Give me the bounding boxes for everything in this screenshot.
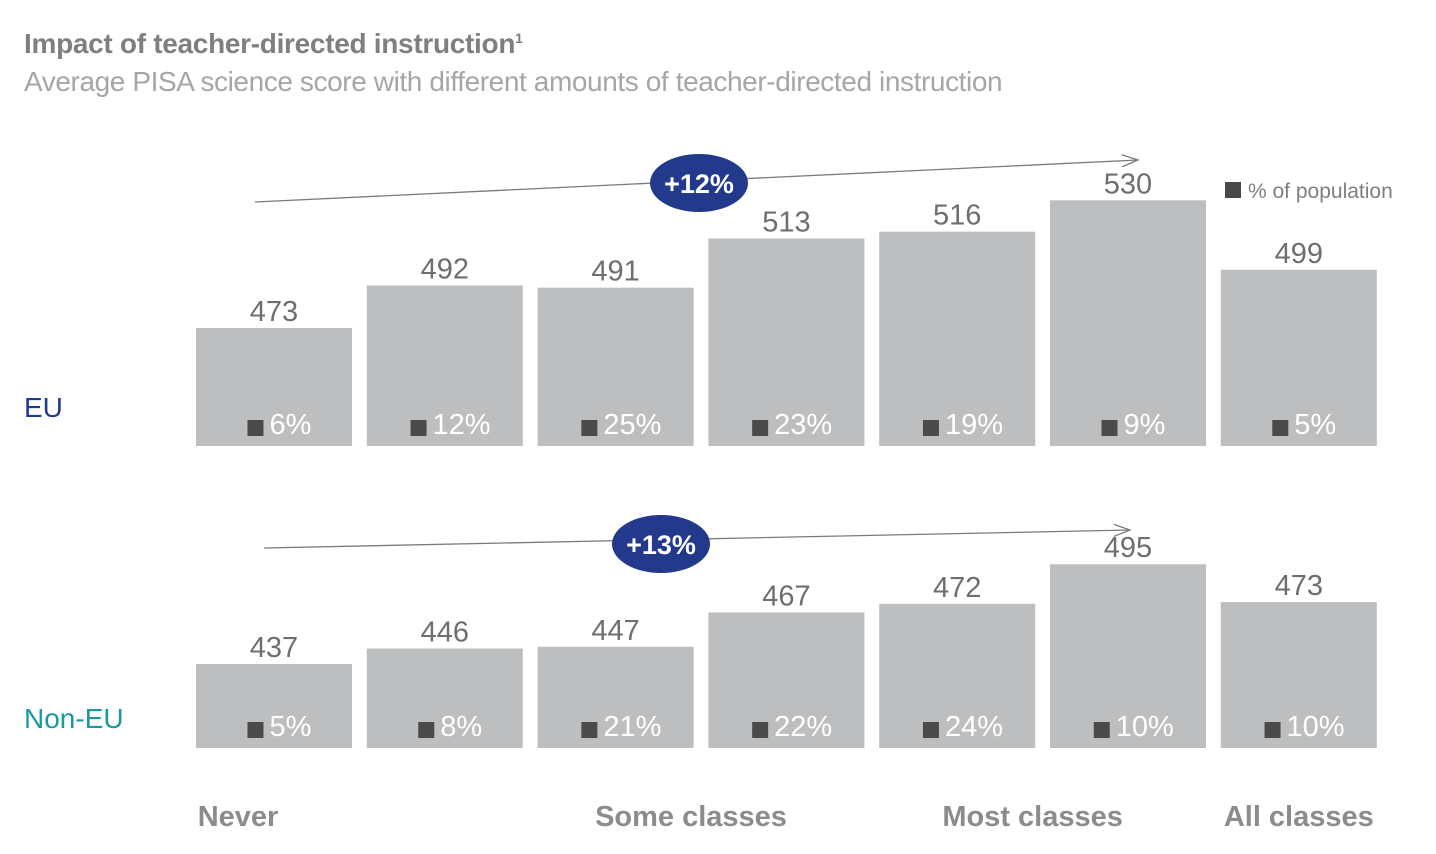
population-label: 9% bbox=[1124, 409, 1166, 441]
population-label: 5% bbox=[1294, 409, 1336, 441]
trend-badge bbox=[650, 154, 748, 212]
bar bbox=[879, 603, 1036, 748]
population-marker bbox=[1264, 722, 1281, 738]
bar bbox=[1220, 269, 1377, 446]
bar bbox=[537, 646, 694, 748]
population-label: 10% bbox=[1287, 711, 1345, 743]
population-marker bbox=[410, 420, 427, 436]
value-label: 491 bbox=[591, 256, 639, 288]
series-label: Non-EU bbox=[24, 703, 124, 734]
population-marker bbox=[1101, 420, 1118, 436]
population-marker bbox=[752, 722, 769, 738]
bar bbox=[366, 648, 523, 748]
bar bbox=[537, 287, 694, 446]
value-label: 437 bbox=[250, 632, 298, 664]
bar bbox=[1050, 200, 1206, 446]
population-marker bbox=[922, 420, 939, 436]
chart-title-text: Impact of teacher-directed instruction bbox=[24, 28, 516, 59]
title-footnote: 1 bbox=[515, 30, 523, 46]
population-label: 8% bbox=[440, 711, 482, 743]
category-label: Some classes bbox=[595, 801, 787, 833]
bar bbox=[366, 285, 523, 446]
series-label: EU bbox=[24, 392, 63, 423]
population-label: 23% bbox=[774, 409, 832, 441]
bar bbox=[708, 612, 865, 748]
population-marker bbox=[581, 420, 598, 436]
value-label: 473 bbox=[1275, 570, 1323, 602]
legend: % of population bbox=[1225, 180, 1393, 203]
trend-label: +12% bbox=[664, 169, 734, 199]
population-label: 22% bbox=[774, 711, 832, 743]
value-label: 472 bbox=[933, 572, 981, 604]
value-label: 447 bbox=[591, 615, 639, 647]
population-marker bbox=[247, 722, 264, 738]
value-label: 495 bbox=[1104, 532, 1152, 564]
bar bbox=[1220, 602, 1377, 748]
bar bbox=[196, 664, 352, 748]
legend-marker bbox=[1225, 182, 1241, 198]
category-label: All classes bbox=[1224, 801, 1374, 833]
legend-label: % of population bbox=[1248, 180, 1393, 203]
category-label: Never bbox=[198, 801, 279, 833]
population-label: 5% bbox=[270, 711, 312, 743]
population-label: 10% bbox=[1116, 711, 1174, 743]
population-label: 21% bbox=[603, 711, 661, 743]
value-label: 516 bbox=[933, 200, 981, 232]
chart-subtitle: Average PISA science score with differen… bbox=[24, 66, 1003, 97]
value-label: 467 bbox=[762, 580, 810, 612]
population-marker bbox=[581, 722, 598, 738]
bar bbox=[879, 231, 1036, 446]
chart-title: Impact of teacher-directed instruction1 bbox=[24, 28, 523, 60]
trend-arrow-head bbox=[1121, 154, 1140, 168]
bar bbox=[1050, 564, 1206, 748]
population-marker bbox=[418, 722, 435, 738]
trend-label: +13% bbox=[626, 530, 696, 560]
trend-arrow-head bbox=[1113, 523, 1132, 537]
bar bbox=[196, 328, 352, 446]
population-marker bbox=[922, 722, 939, 738]
value-label: 499 bbox=[1275, 238, 1323, 270]
value-label: 513 bbox=[762, 206, 810, 238]
population-marker bbox=[247, 420, 264, 436]
population-marker bbox=[1272, 420, 1289, 436]
category-label: Most classes bbox=[942, 801, 1123, 833]
value-label: 446 bbox=[421, 617, 469, 649]
population-marker bbox=[752, 420, 769, 436]
series-1: Non-EU 437 5% 446 8% 447 21% 467 22% 472 24% 495 10%… bbox=[24, 515, 1377, 748]
trend-badge bbox=[612, 515, 710, 573]
population-marker bbox=[1093, 722, 1110, 738]
population-label: 25% bbox=[603, 409, 661, 441]
value-label: 530 bbox=[1104, 168, 1152, 200]
value-label: 473 bbox=[250, 296, 298, 328]
bar bbox=[708, 238, 865, 446]
population-label: 19% bbox=[945, 409, 1003, 441]
series-0: EU 473 6% 492 12% 491 25% 513 23% 516 19% 530 9% 499 5… bbox=[24, 154, 1377, 446]
value-label: 492 bbox=[421, 253, 469, 285]
population-label: 6% bbox=[270, 409, 312, 441]
population-label: 24% bbox=[945, 711, 1003, 743]
population-label: 12% bbox=[433, 409, 491, 441]
